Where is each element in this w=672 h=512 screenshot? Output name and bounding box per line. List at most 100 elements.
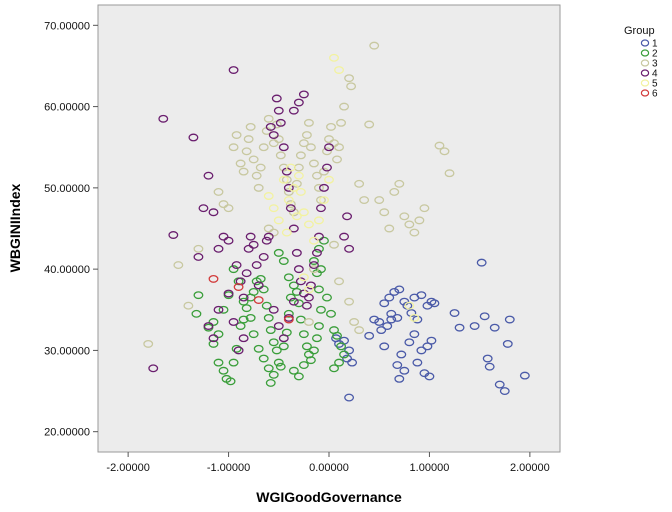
data-point-group-4 [344, 244, 355, 253]
data-point-group-3 [223, 204, 234, 213]
data-point-group-3 [308, 159, 319, 168]
y-axis-label: WBGINIIndex [7, 183, 23, 272]
data-point-group-3 [228, 143, 239, 152]
data-point-group-4 [228, 66, 239, 74]
plot-background [97, 4, 561, 453]
data-point-group-1 [519, 371, 530, 380]
data-point-group-1 [392, 361, 403, 369]
data-point-group-3 [326, 122, 336, 131]
data-point-group-2 [316, 265, 326, 274]
data-point-group-5 [273, 216, 284, 225]
data-point-group-2 [213, 358, 224, 367]
data-point-group-5 [334, 66, 344, 74]
x-tick-label: 1.00000 [410, 462, 450, 474]
data-point-group-2 [235, 322, 246, 330]
legend-label: 4 [652, 69, 658, 80]
legend-marker [640, 89, 650, 97]
legend-marker [640, 49, 650, 57]
data-point-group-4 [198, 204, 209, 213]
data-point-group-1 [422, 342, 433, 351]
data-point-group-3 [319, 167, 329, 176]
data-point-group-6 [208, 274, 219, 283]
data-point-group-3 [231, 131, 242, 139]
data-point-group-1 [392, 313, 403, 322]
data-point-group-3 [303, 318, 314, 326]
data-point-group-4 [193, 252, 204, 261]
data-point-group-2 [218, 305, 229, 314]
data-point-group-6 [283, 315, 294, 324]
data-point-group-3 [283, 187, 294, 196]
data-point-group-2 [283, 273, 294, 282]
data-point-group-3 [193, 244, 204, 253]
data-point-group-2 [316, 305, 326, 314]
data-point-group-4 [245, 232, 256, 241]
data-point-group-3 [314, 183, 324, 192]
data-point-group-3 [444, 169, 455, 178]
data-point-group-1 [469, 322, 480, 330]
data-point-group-2 [288, 281, 299, 290]
data-point-group-1 [454, 323, 465, 332]
data-point-group-3 [329, 139, 339, 148]
data-point-group-4 [238, 334, 249, 343]
data-point-group-2 [228, 265, 239, 274]
data-point-group-4 [295, 277, 306, 286]
data-point-group-5 [291, 212, 302, 221]
data-point-group-1 [404, 338, 415, 347]
y-axis: 20.00000 30.00000 40.00000 50.00000 60.00000… [44, 20, 98, 439]
legend-marker [640, 69, 650, 77]
data-point-group-4 [203, 171, 214, 180]
data-point-group-4 [288, 297, 299, 306]
data-point-group-1 [396, 350, 407, 359]
data-point-group-4 [238, 293, 249, 302]
data-point-group-2 [298, 361, 309, 369]
data-point-group-4 [275, 118, 286, 127]
data-point-group-3 [241, 147, 252, 156]
data-point-group-3 [255, 163, 266, 172]
data-point-group-3 [143, 339, 154, 348]
data-point-group-2 [258, 285, 269, 294]
data-point-group-4 [311, 248, 322, 257]
x-tick-label: -1.00000 [207, 462, 250, 474]
data-point-group-4 [213, 244, 224, 253]
data-point-group-4 [228, 318, 239, 326]
legend-label: 6 [652, 89, 658, 100]
data-point-group-4 [308, 261, 319, 270]
data-point-group-1 [426, 297, 437, 306]
legend-label: 5 [652, 79, 658, 90]
data-point-group-2 [329, 364, 339, 373]
data-point-group-4 [223, 289, 234, 298]
data-point-group-1 [344, 346, 355, 355]
data-point-group-1 [476, 258, 487, 267]
data-point-group-4 [285, 204, 296, 213]
x-tick-label: -2.00000 [106, 462, 149, 474]
data-point-group-2 [191, 309, 202, 318]
data-point-group-3 [354, 179, 365, 188]
data-point-group-1 [429, 299, 440, 308]
data-point-group-1 [409, 330, 420, 339]
data-point-group-3 [263, 224, 274, 233]
data-point-group-5 [293, 171, 304, 180]
data-point-group-2 [291, 287, 302, 296]
data-point-group-5 [295, 187, 306, 196]
data-point-group-3 [394, 179, 405, 188]
data-point-group-2 [305, 356, 316, 365]
data-point-group-3 [298, 139, 309, 148]
data-point-group-3 [268, 228, 279, 237]
data-point-group-2 [308, 346, 319, 355]
data-point-group-2 [308, 257, 319, 265]
data-point-group-2 [268, 338, 279, 347]
data-point-group-2 [278, 257, 289, 265]
data-point-group-1 [382, 322, 393, 330]
data-point-group-3 [213, 187, 224, 196]
legend-label: 2 [652, 49, 658, 60]
data-point-group-3 [316, 196, 326, 205]
data-point-group-3 [308, 265, 319, 274]
data-point-group-1 [342, 354, 353, 363]
data-point-group-3 [263, 114, 274, 123]
data-point-group-2 [263, 364, 274, 373]
data-point-group-4 [208, 334, 219, 343]
data-point-group-2 [228, 358, 239, 367]
data-point-group-4 [273, 106, 284, 115]
data-point-group-3 [419, 204, 430, 213]
